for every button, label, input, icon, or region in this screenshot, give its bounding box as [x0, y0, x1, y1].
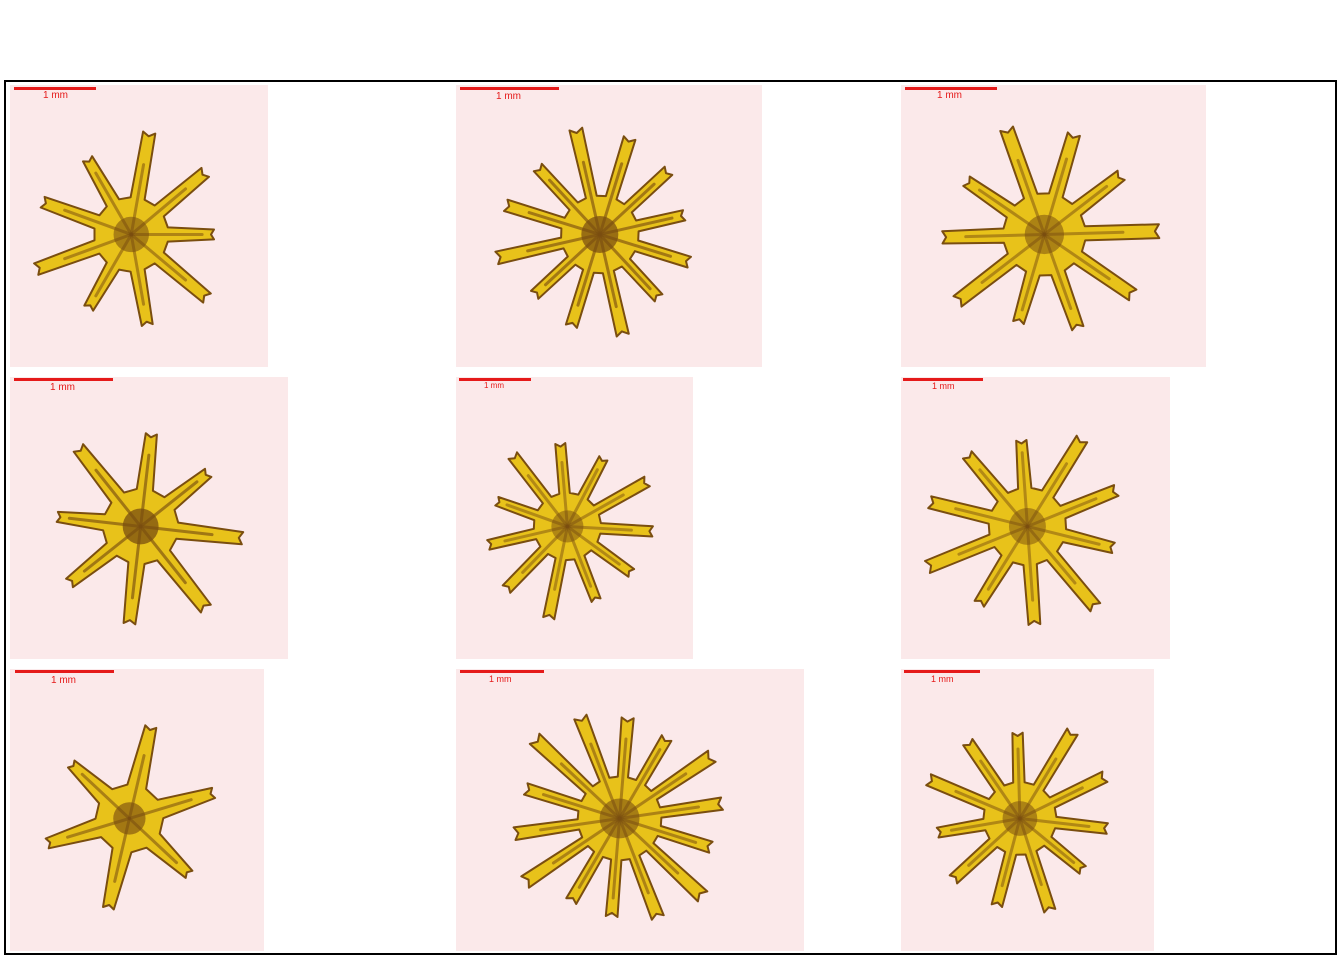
specimen-panel-9: 1 mm	[901, 669, 1154, 951]
scale-bar	[459, 378, 531, 381]
manubrium	[581, 215, 619, 253]
specimen-panel-8: 1 mm	[456, 669, 804, 951]
specimen-panel-1: 1 mm	[10, 85, 268, 367]
scale-bar-label: 1 mm	[51, 675, 76, 686]
scale-bar-label: 1 mm	[931, 674, 954, 684]
scale-bar	[905, 87, 997, 90]
specimen-panel-5: 1 mm	[456, 377, 693, 659]
scale-bar-label: 1 mm	[50, 382, 75, 393]
scale-bar	[903, 378, 983, 381]
jellyfish-image	[55, 432, 245, 626]
jellyfish-image	[941, 125, 1161, 332]
jellyfish-image	[512, 713, 724, 921]
manubrium	[1002, 801, 1038, 836]
specimen-panel-6: 1 mm	[901, 377, 1170, 659]
manubrium	[551, 510, 584, 543]
manubrium	[1024, 214, 1065, 255]
scale-bar	[15, 670, 114, 673]
scale-bar-label: 1 mm	[937, 90, 962, 101]
manubrium	[599, 798, 640, 839]
scale-bar-label: 1 mm	[496, 91, 521, 102]
specimen-panel-3: 1 mm	[901, 85, 1206, 367]
specimen-panel-4: 1 mm	[10, 377, 288, 659]
jellyfish-image	[494, 126, 692, 338]
jellyfish-image	[44, 724, 217, 911]
scale-bar-label: 1 mm	[43, 90, 68, 101]
scale-bar	[460, 670, 544, 673]
manubrium	[113, 802, 146, 835]
manubrium	[122, 508, 159, 545]
jellyfish-image	[924, 434, 1120, 626]
jellyfish-image	[33, 130, 215, 327]
scale-bar	[904, 670, 980, 673]
scale-bar-label: 1 mm	[932, 381, 955, 391]
specimen-panel-7: 1 mm	[10, 669, 264, 951]
jellyfish-image	[925, 727, 1109, 914]
specimen-panel-2: 1 mm	[456, 85, 762, 367]
scale-bar-label: 1 mm	[484, 381, 504, 390]
manubrium	[1008, 507, 1046, 545]
jellyfish-image	[486, 442, 654, 621]
scale-bar	[460, 87, 559, 90]
scale-bar	[14, 378, 113, 381]
manubrium	[113, 216, 149, 253]
scale-bar-label: 1 mm	[489, 674, 512, 684]
scale-bar	[14, 87, 96, 90]
